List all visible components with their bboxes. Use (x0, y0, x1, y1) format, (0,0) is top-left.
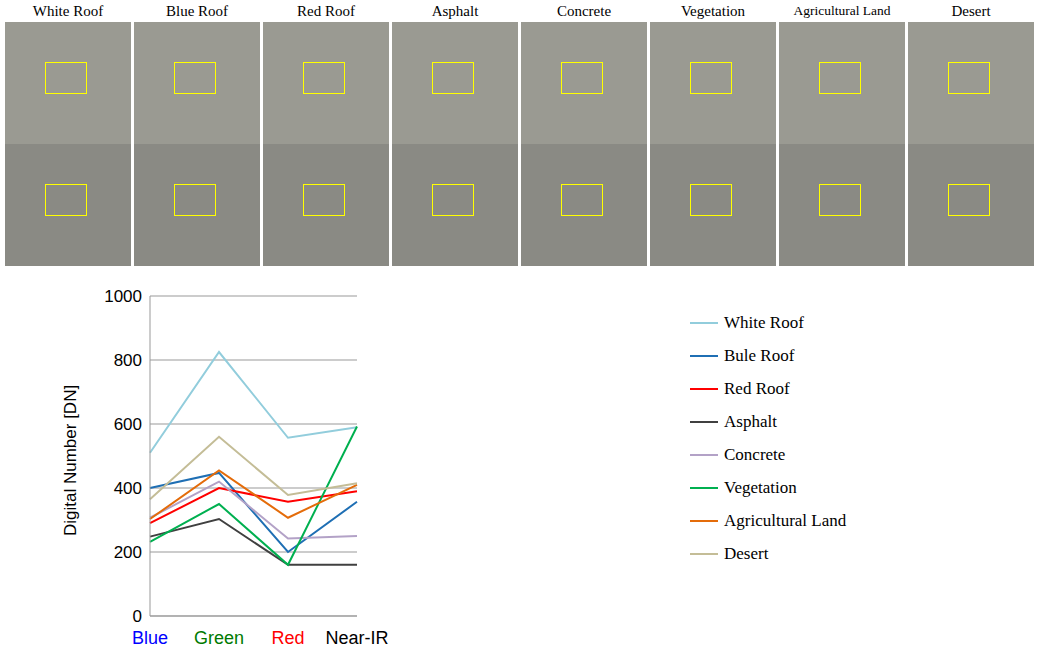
svg-text:600: 600 (114, 415, 142, 434)
svg-text:200: 200 (114, 543, 142, 562)
html-text:Vegetation: Vegetation (724, 477, 797, 497)
svg-text:Near-IR: Near-IR (325, 628, 388, 648)
html-text:Agricultural Land: Agricultural Land (793, 3, 891, 18)
svg-text:Digital Number [DN]: Digital Number [DN] (61, 385, 80, 536)
html-text:Asphalt: Asphalt (431, 3, 479, 19)
html-text:Concrete: Concrete (556, 3, 612, 19)
html-text:Red Roof: Red Roof (297, 3, 355, 19)
html-text:Bule Roof: Bule Roof (724, 345, 795, 365)
html-text:White Roof: White Roof (32, 3, 104, 19)
html-text:White Roof: White Roof (724, 312, 804, 332)
html-text:Desert: Desert (724, 543, 769, 563)
svg-text:0: 0 (133, 607, 142, 626)
html-text:Vegetation: Vegetation (680, 3, 746, 19)
svg-text:800: 800 (114, 351, 142, 370)
svg-text:400: 400 (114, 479, 142, 498)
html-text:Desert: Desert (951, 3, 991, 19)
svg-text:Blue: Blue (132, 628, 168, 648)
html-text:Concrete: Concrete (724, 444, 786, 464)
html-text:Blue Roof: Blue Roof (166, 3, 228, 19)
html-text:Agricultural Land: Agricultural Land (724, 510, 847, 530)
html-text:Asphalt: Asphalt (724, 411, 777, 431)
html-text:Red Roof: Red Roof (724, 378, 790, 398)
svg-text:1000: 1000 (104, 287, 142, 306)
svg-text:Green: Green (194, 628, 244, 648)
svg-text:Red: Red (271, 628, 304, 648)
